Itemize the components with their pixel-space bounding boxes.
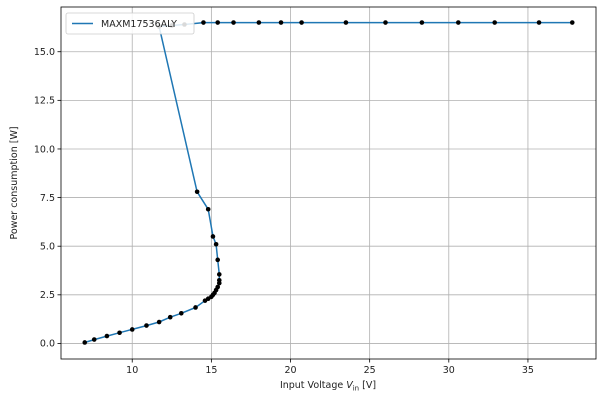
data-point [215,284,221,290]
x-tick-label: 20 [284,365,296,376]
ticks: 10 15 20 25 30 35 0.0 2.5 5.0 7.5 10.0 12.5 15.0 [34,47,534,376]
data-point [210,234,216,239]
data-point [91,337,97,342]
data-point [278,20,284,25]
y-tick-label: 2.5 [40,290,55,301]
data-point [156,319,162,325]
data-point [104,333,110,339]
data-point [205,206,211,212]
data-point [256,20,262,25]
x-tick-label: 30 [443,365,455,376]
x-axis-label: Input Voltage Vin [V] [280,380,376,393]
legend-label: MAXM17536ALY [101,19,177,30]
data-point [82,340,88,345]
y-tick-label: 15.0 [34,47,55,58]
legend-box [65,12,195,35]
y-axis-label: Power consumption [W] [9,126,20,239]
data-point [343,20,349,25]
data-point [216,277,222,283]
data-point [178,310,184,316]
data-point [129,327,135,332]
data-point [215,257,221,263]
data-point [383,20,388,25]
data-point [455,20,461,25]
data-point [492,20,497,25]
data-point [144,323,149,328]
data-point [216,272,222,277]
grid [61,7,596,359]
data-point [419,20,425,25]
x-tick-label: 15 [205,365,217,376]
x-tick-label: 25 [364,365,376,376]
y-tick-label: 0.0 [40,339,55,350]
y-tick-label: 10.0 [34,144,55,155]
data-point [215,20,221,25]
y-tick-label: 5.0 [40,242,55,253]
y-tick-label: 12.5 [34,96,55,107]
data-point [194,189,200,195]
data-point [213,241,219,247]
data-point [201,20,206,25]
data-point [299,20,304,25]
data-point [231,20,236,25]
data-point [536,20,542,25]
plot-frame [60,6,597,360]
data-point [569,20,575,25]
data-point [193,305,198,310]
x-tick-label: 35 [522,365,534,376]
data-point [167,314,173,320]
x-tick-label: 10 [126,365,138,376]
data-point [117,330,122,336]
y-tick-label: 7.5 [40,193,55,204]
legend: MAXM17536ALY [65,12,195,35]
